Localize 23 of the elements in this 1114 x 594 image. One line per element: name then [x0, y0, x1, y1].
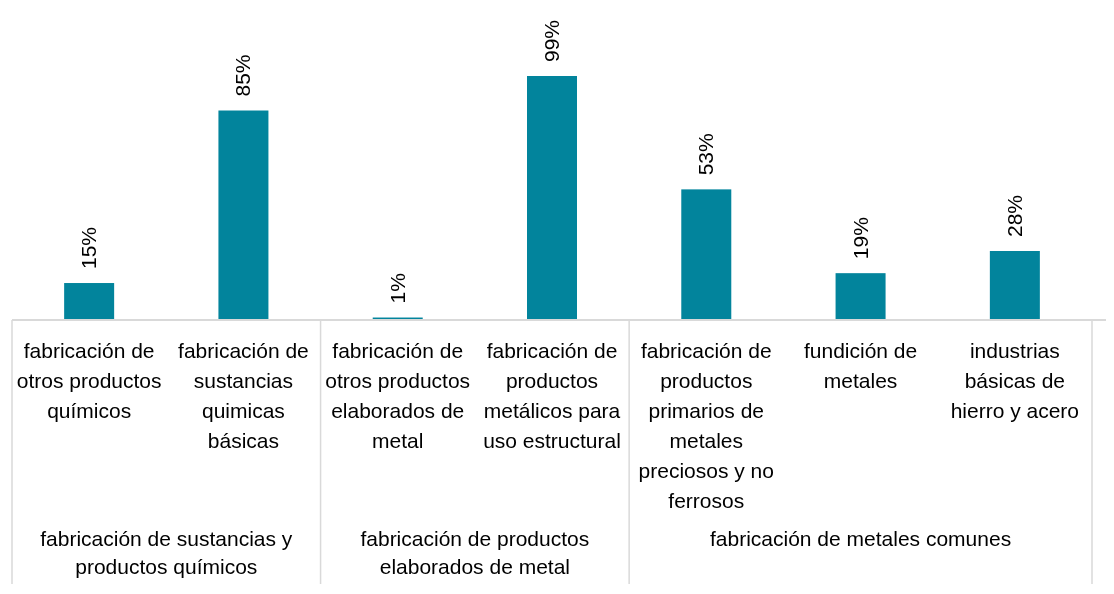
- bar: [64, 283, 115, 320]
- x-tick-label: fabricación de otros productos químicos: [16, 339, 162, 422]
- data-label: 19%: [848, 217, 872, 260]
- data-label: 1%: [385, 273, 409, 304]
- data-label: 99%: [540, 19, 563, 62]
- bar: [218, 110, 269, 320]
- x-tick-label: fundición de metales: [803, 339, 918, 392]
- bar: [835, 273, 886, 320]
- x-tick-label: fabricación de otros productos elaborados de metal: [325, 339, 471, 452]
- bar: [527, 76, 577, 320]
- x-tick-label: industrias básicas de hierro y acero: [950, 339, 1080, 422]
- x-tick-label: fabricación de productos primarios de metales preciosos y no ferrosos: [638, 339, 774, 512]
- text: fabricación de sustancias y productos químicos: [40, 527, 293, 578]
- x-tick-label: fabricación de sustancias quimicas básicas: [178, 339, 309, 452]
- x-tick-label: fabricación de productos metálicos para uso estructural: [483, 339, 621, 452]
- text: fabricación de metales comunes: [709, 527, 1012, 550]
- data-label: 28%: [1002, 194, 1026, 237]
- bar: [681, 189, 732, 320]
- data-label: 15%: [77, 227, 101, 270]
- data-label: 85%: [231, 54, 255, 97]
- text: fabricación de productos elaborados de metal: [360, 527, 590, 578]
- bar: [989, 250, 1040, 320]
- data-label: 53%: [694, 133, 718, 176]
